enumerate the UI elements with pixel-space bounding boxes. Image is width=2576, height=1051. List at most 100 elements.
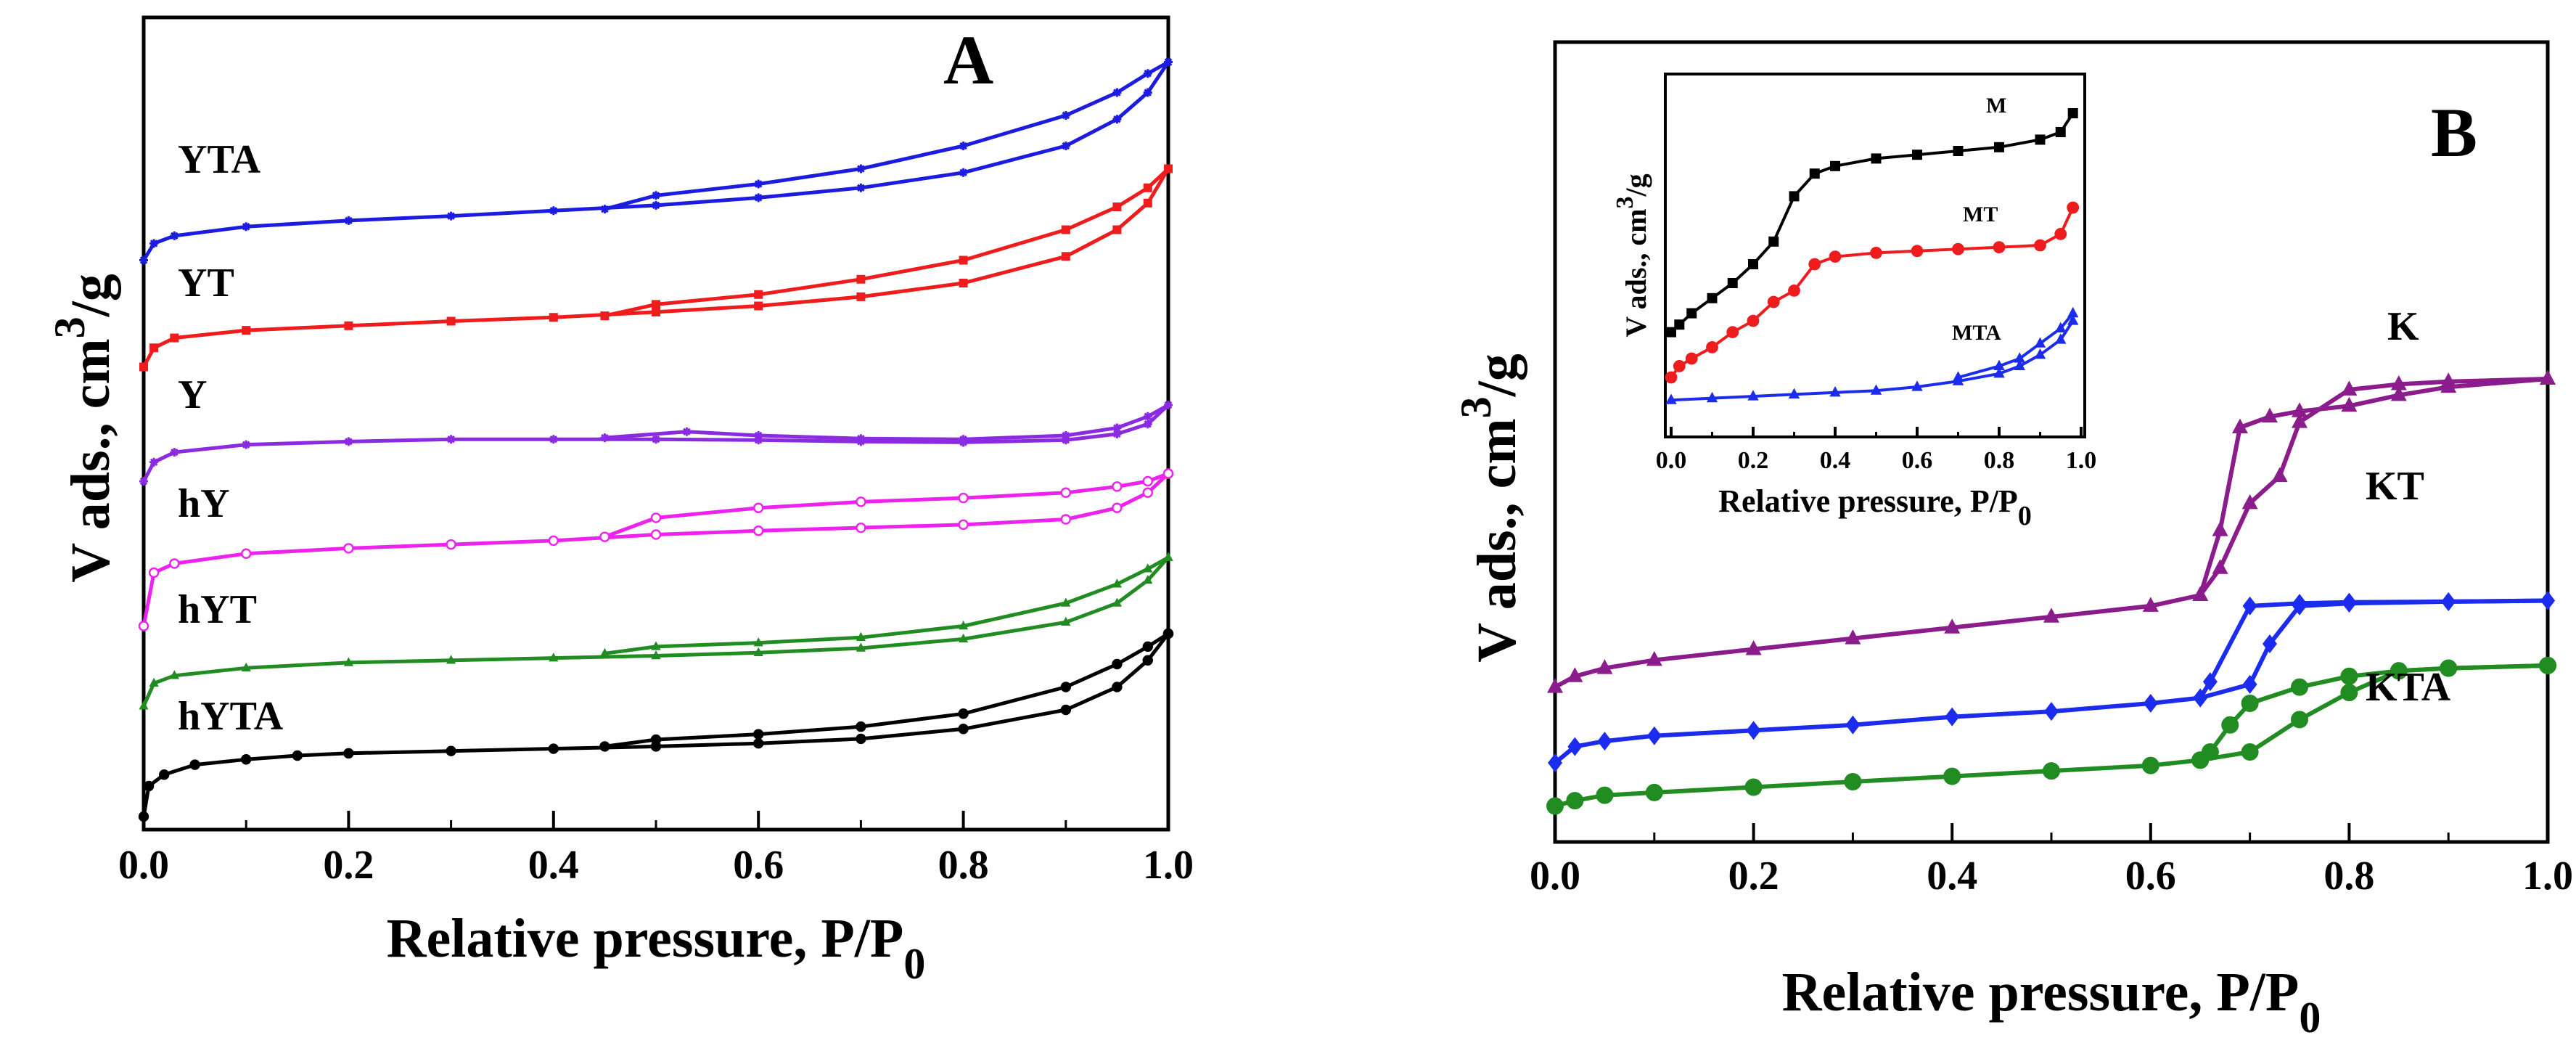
panel-b-plot-area <box>1546 369 2556 815</box>
mta-desorption-line <box>1957 312 2075 379</box>
panel-a-xticks <box>142 811 1170 830</box>
hyta-adsorption-point <box>548 743 559 754</box>
yt-desorption-point <box>1164 164 1173 173</box>
series-label-hy: hY <box>178 481 230 526</box>
k-desorption-point <box>2212 521 2228 536</box>
hyt-desorption-point <box>753 637 763 647</box>
mt-adsorption-point <box>1685 352 1698 365</box>
mt-adsorption-point <box>1726 326 1739 339</box>
mt-adsorption-point <box>1952 242 1964 255</box>
panel-b-xlabel: Relative pressure, P/P0 <box>1782 962 2321 1042</box>
series-label-mta: MTA <box>1952 321 2001 345</box>
panel-a: A 0.0 0.2 0.4 0.6 0.8 1.0 Relative press… <box>46 15 1194 988</box>
hyt-adsorption-point <box>169 670 179 679</box>
k-desorption-point <box>2440 377 2457 393</box>
inset-xtick-label: 0.8 <box>1984 447 2015 474</box>
yt-desorption-point <box>1112 203 1122 211</box>
panel-b-xlabel-main: Relative pressure, P/P <box>1782 962 2300 1023</box>
y-desorption-point <box>1164 401 1173 409</box>
yt-adsorption-point <box>242 326 251 335</box>
hyt-adsorption-point <box>241 662 251 672</box>
kta-adsorption-point <box>2291 711 2308 729</box>
y-desorption-point <box>1143 412 1152 421</box>
kt-adsorption-point <box>2044 702 2059 721</box>
panel-a-xtick-label: 0.0 <box>118 843 169 888</box>
kt-desorption-point <box>2540 591 2555 610</box>
hyta-desorption-point <box>1112 658 1123 670</box>
hy-adsorption-point <box>1112 502 1123 513</box>
k-adsorption-point <box>2212 559 2228 574</box>
kta-adsorption-point <box>2241 743 2259 761</box>
k-adsorption-point <box>1745 640 1762 655</box>
panel-b-ylabel-tail: /g <box>1467 353 1527 397</box>
hy-adsorption-point <box>752 526 764 536</box>
m-adsorption-point <box>1727 278 1738 288</box>
kta-adsorption-point <box>1844 773 1862 791</box>
yta-desorption-point <box>652 191 660 200</box>
kta-adsorption-point <box>1596 786 1614 804</box>
series-label-mt: MT <box>1963 203 1998 226</box>
series-mt <box>1665 201 2080 384</box>
yta-adsorption-point <box>1143 88 1152 97</box>
kta-desorption-point <box>2340 667 2358 685</box>
hyta-adsorption-point <box>159 769 170 780</box>
mta-adsorption-point <box>1829 386 1841 397</box>
kt-adsorption-point <box>1567 737 1583 756</box>
hyta-desorption-point <box>1060 682 1072 692</box>
series-yt <box>139 164 1173 372</box>
mt-adsorption-point <box>1747 314 1760 327</box>
yta-desorption-point <box>1112 88 1122 97</box>
k-adsorption-point <box>2341 380 2358 396</box>
inset-xlabel: Relative pressure, P/P0 <box>1718 483 2032 531</box>
yta-adsorption-point <box>754 193 763 203</box>
hyt-desorption-line <box>604 555 1170 655</box>
mt-adsorption-point <box>1911 245 1924 258</box>
kt-desorption-point <box>2202 672 2218 692</box>
kta-desorption-point <box>2291 678 2308 696</box>
m-adsorption-point <box>1666 327 1676 338</box>
yta-adsorption-point <box>856 183 866 192</box>
kta-adsorption-line <box>1554 663 2548 809</box>
m-adsorption-point <box>1994 142 2004 152</box>
y-adsorption-point <box>549 435 558 444</box>
hyta-adsorption-point <box>856 733 866 745</box>
yta-adsorption-point <box>549 206 558 216</box>
yt-adsorption-point <box>1112 225 1122 234</box>
hy-desorption-point <box>599 531 610 542</box>
yt-adsorption-point <box>139 362 148 372</box>
yt-adsorption-point <box>1143 198 1152 208</box>
hy-adsorption-point <box>446 539 456 550</box>
hyt-adsorption-point <box>149 677 159 687</box>
inset-xtick-label: 1.0 <box>2066 447 2097 474</box>
yta-adsorption-point <box>242 222 251 232</box>
mta-desorption-point <box>2014 352 2025 363</box>
panel-b-xlabel-subscript: 0 <box>2299 994 2321 1042</box>
m-adsorption-point <box>1912 150 1922 160</box>
hyta-desorption-point <box>958 708 969 719</box>
series-label-hyta: hYTA <box>178 694 284 739</box>
y-adsorption-point <box>344 437 353 446</box>
y-desorption-point <box>959 435 968 444</box>
mt-adsorption-point <box>1993 241 2006 254</box>
m-adsorption-point <box>1953 146 1964 156</box>
k-desorption-point <box>2261 407 2278 423</box>
series-kta <box>1546 656 2556 815</box>
k-adsorption-point <box>1646 650 1662 666</box>
panel-b-xticks <box>1554 823 2549 842</box>
panel-b: B 0.0 0.2 0.4 0.6 0.8 1.0 Relative press… <box>1452 40 2573 1042</box>
hyta-adsorption-point <box>189 759 200 770</box>
mt-adsorption-point <box>1788 284 1800 297</box>
series-label-kt: KT <box>2366 464 2424 509</box>
inset-ylabel-superscript: 3 <box>1612 197 1638 209</box>
hyta-adsorption-point <box>292 750 303 761</box>
mta-desorption-point <box>1993 359 2005 370</box>
inset-xlabel-subscript: 0 <box>2018 501 2032 531</box>
series-label-hyt: hYT <box>178 587 257 632</box>
mta-adsorption-point <box>2034 348 2046 359</box>
panel-a-xtick-label: 1.0 <box>1143 843 1194 888</box>
kt-adsorption-point <box>1597 732 1612 751</box>
hyta-adsorption-point <box>241 754 252 765</box>
hy-desorption-point <box>1142 475 1153 487</box>
y-adsorption-point <box>139 477 148 486</box>
kt-adsorption-point <box>1845 715 1861 735</box>
